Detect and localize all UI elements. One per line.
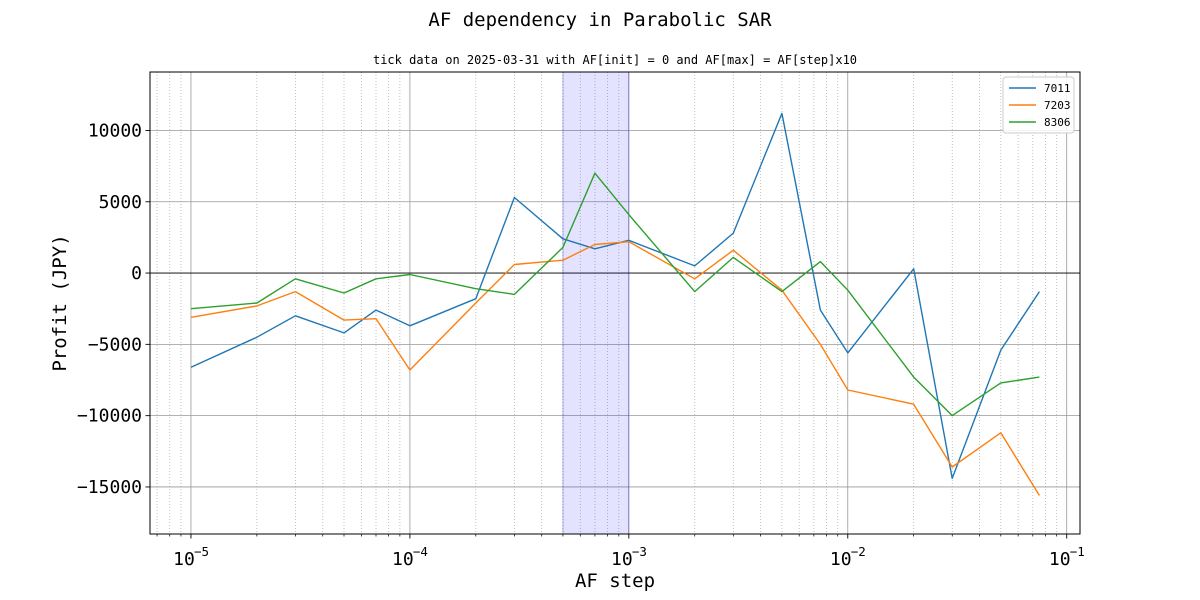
x-tick-label: 10 [830, 549, 852, 570]
plot-frame [149, 71, 1081, 535]
series-line-7011 [190, 112, 1040, 480]
x-tick-exponent: −2 [851, 544, 866, 559]
plot-background [150, 72, 1080, 534]
y-tick-label: 5000 [99, 192, 142, 213]
x-tick-label: 10 [1049, 549, 1071, 570]
legend-label-7011: 7011 [1044, 82, 1071, 95]
series-lines [190, 112, 1040, 496]
x-tick-label: 10 [392, 549, 414, 570]
chart-title: AF dependency in Parabolic SAR [428, 9, 772, 31]
highlight-span [562, 71, 630, 535]
x-tick-exponent: −1 [1070, 544, 1085, 559]
y-tick-label: −5000 [88, 334, 142, 355]
legend: 7011 7203 8306 [1002, 76, 1075, 134]
chart-subtitle: tick data on 2025-03-31 with AF[init] = … [373, 53, 857, 67]
y-tick-label: 10000 [88, 120, 142, 141]
x-tick-label: 10 [173, 549, 195, 570]
y-tick-label: −10000 [77, 406, 142, 427]
y-axis-label: Profit (JPY) [49, 234, 71, 371]
x-tick-label: 10 [611, 549, 633, 570]
y-tick-label: 0 [131, 263, 142, 284]
series-line-7203 [190, 240, 1040, 496]
x-axis-label: AF step [575, 570, 655, 592]
legend-label-7203: 7203 [1044, 99, 1071, 112]
axis-ticks: 10 −5 10 −4 10 −3 10 −2 10 −1−15000−10000−5000050… [77, 120, 1085, 570]
series-line-8306 [190, 172, 1040, 417]
legend-label-8306: 8306 [1044, 116, 1071, 129]
plot-area [150, 72, 1080, 534]
plot-border [149, 71, 1081, 535]
highlight-span-rect [562, 71, 630, 535]
x-tick-exponent: −4 [413, 544, 428, 559]
legend-box [1002, 76, 1075, 134]
x-tick-exponent: −5 [194, 544, 209, 559]
y-tick-label: −15000 [77, 477, 142, 498]
x-tick-exponent: −3 [632, 544, 647, 559]
